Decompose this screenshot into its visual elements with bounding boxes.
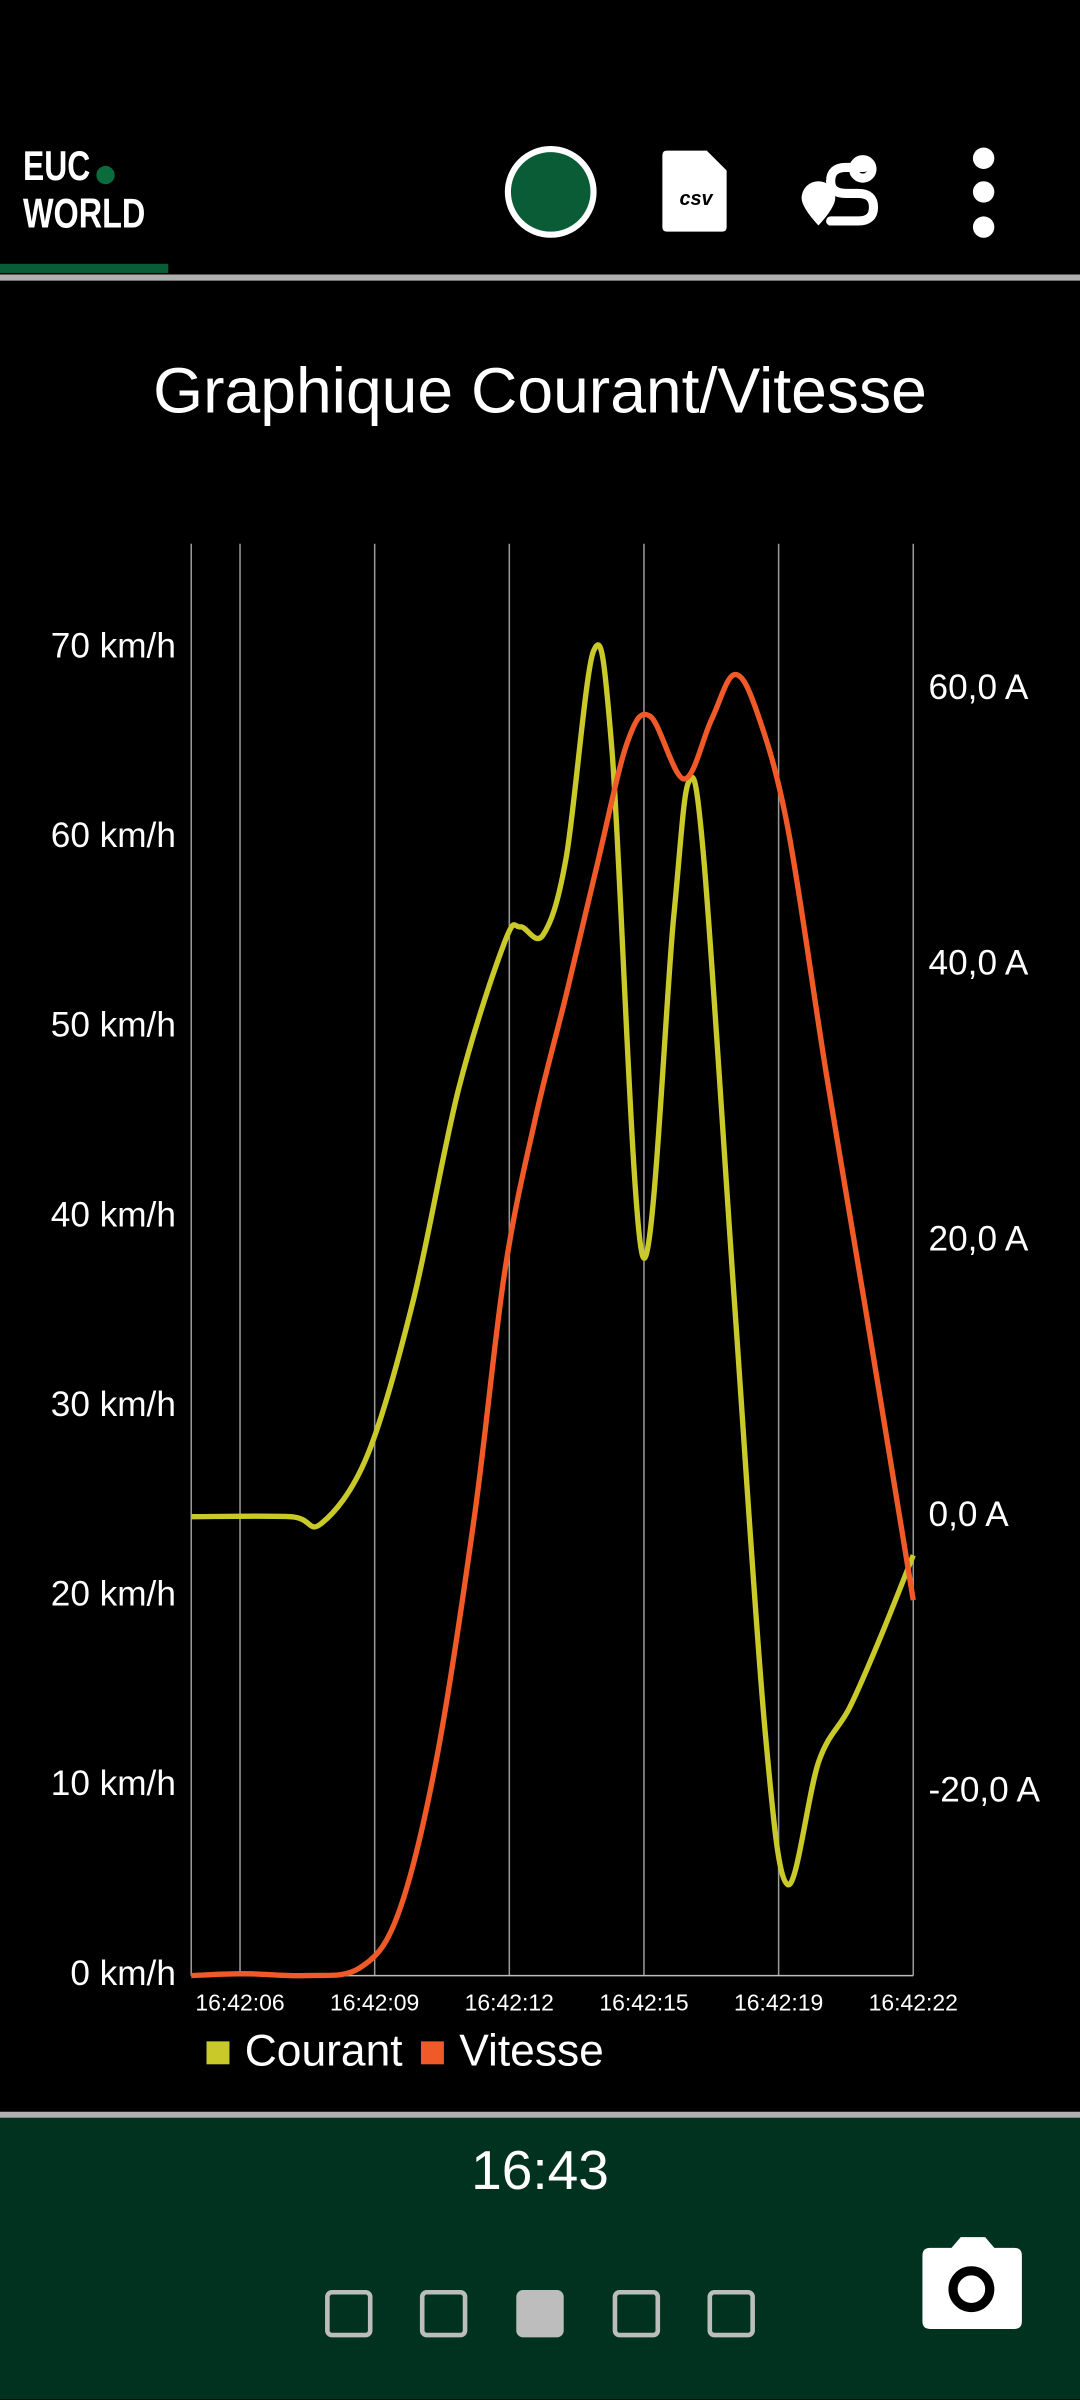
x-tick-label: 16:42:15 [599,1990,688,2016]
y-tick-label: 60 km/h [51,816,176,855]
route-pin [801,181,836,226]
route-end [849,155,877,183]
menu-dot [972,216,995,238]
x-tick-label: 16:42:06 [195,1990,284,2016]
menu-dot [972,147,995,169]
footer-panel [0,2117,1080,2400]
clock: 16:43 [471,2139,609,2201]
footer-divider [0,2111,1080,2118]
header-divider [0,274,1080,281]
x-tick-label: 16:42:22 [869,1990,958,2016]
route-button[interactable] [801,155,879,226]
logo-bottom: WORLD [23,190,145,236]
csv-label: csv [679,188,713,210]
y-tick-label: 40 km/h [51,1195,176,1234]
y-tick-label: 20 km/h [51,1575,176,1614]
camera-lens [948,2266,995,2313]
logo-top: EUC [23,143,90,189]
series-line [191,642,916,1888]
y2-tick-label: 60,0 A [929,668,1029,707]
page-dot-active[interactable] [516,2289,564,2338]
page-dot[interactable] [707,2289,755,2338]
page-dot[interactable] [325,2289,373,2338]
chart-title: Graphique Courant/Vitesse [153,354,927,426]
y-tick-label: 0 km/h [70,1954,176,1993]
y-tick-label: 30 km/h [51,1385,176,1424]
csv-button[interactable]: csv [662,150,727,232]
y2-tick-label: 0,0 A [929,1495,1010,1534]
y2-tick-label: 40,0 A [929,944,1029,983]
tab-indicator [0,263,169,273]
legend-label: Vitesse [459,2026,604,2075]
plot: 16:42:06 16:42:09 16:42:12 16:42:15 16:42:19… [51,543,1041,2075]
y-tick-label: 50 km/h [51,1006,176,1045]
x-tick-label: 16:42:19 [734,1990,823,2016]
x-tick-label: 16:42:09 [330,1990,419,2016]
x-tick-label: 16:42:12 [465,1990,554,2016]
menu-dot [972,181,995,203]
legend-swatch [206,2041,230,2065]
page-dot[interactable] [612,2289,661,2338]
y2-tick-label: -20,0 A [929,1771,1041,1810]
route-icon [826,162,879,226]
y-tick-label: 70 km/h [51,626,176,665]
menu-button[interactable] [972,147,995,238]
camera-button[interactable] [922,2237,1022,2329]
y2-tick-label: 20,0 A [929,1219,1029,1258]
connect-button[interactable] [504,146,597,238]
camera-icon [922,2237,1022,2329]
page-dot[interactable] [419,2289,468,2338]
legend-label: Courant [245,2026,403,2075]
legend-swatch [420,2041,444,2065]
series-line [191,671,916,1979]
logo-dot [96,165,115,185]
y-tick-label: 10 km/h [51,1764,176,1803]
csv-icon [662,150,727,232]
page-indicators [325,2289,755,2338]
